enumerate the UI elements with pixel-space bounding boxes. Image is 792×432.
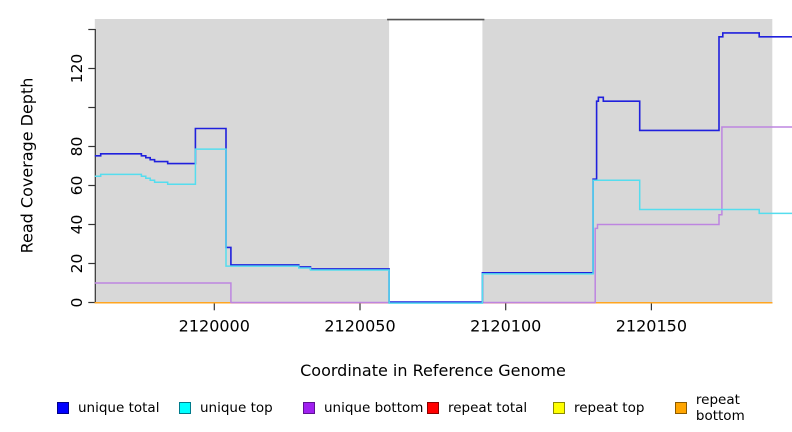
x-tick-label: 2120000 xyxy=(179,317,250,336)
x-axis: 2120000 2120050 2120100 2120150 xyxy=(179,303,687,336)
legend-label: unique top xyxy=(200,400,273,416)
y-tick-label: 40 xyxy=(68,215,86,235)
y-axis-title: Read Coverage Depth xyxy=(17,77,37,254)
x-tick-label: 2120150 xyxy=(616,317,687,336)
x-tick-label: 2120050 xyxy=(324,317,395,336)
series-unique-bottom xyxy=(94,126,792,304)
y-tick-label: 60 xyxy=(68,176,86,196)
y-tick-label: 20 xyxy=(68,254,86,274)
legend-item-repeat-total: repeat total xyxy=(427,399,527,417)
legend-label: unique total xyxy=(78,400,160,416)
legend-label: repeat total xyxy=(448,400,528,416)
unique-total-swatch-icon xyxy=(57,402,69,414)
repeat-top-swatch-icon xyxy=(553,402,565,414)
repeat-total-swatch-icon xyxy=(427,402,439,414)
legend-item-repeat-top: repeat top xyxy=(553,399,644,417)
unique-bottom-swatch-icon xyxy=(303,402,315,414)
y-tick-label: 80 xyxy=(68,137,86,157)
x-axis-title: Coordinate in Reference Genome xyxy=(300,361,566,380)
legend: unique total unique top unique bottom re… xyxy=(0,392,792,424)
legend-item-unique-total: unique total xyxy=(57,399,159,417)
x-tick-label: 2120100 xyxy=(470,317,541,336)
y-tick-label: 120 xyxy=(68,54,86,84)
legend-label: repeat bottom xyxy=(695,392,745,424)
y-tick-label: 0 xyxy=(68,298,86,308)
y-axis: 0 20 40 60 80 120 xyxy=(68,28,96,308)
series-unique-top xyxy=(94,148,792,304)
legend-label: repeat top xyxy=(574,400,645,416)
unique-top-swatch-icon xyxy=(179,402,191,414)
legend-label: unique bottom xyxy=(324,400,424,416)
legend-item-unique-bottom: unique bottom xyxy=(303,399,423,417)
amplicon-regions xyxy=(94,19,773,304)
legend-item-unique-top: unique top xyxy=(179,399,273,417)
repeat-bottom-swatch-icon xyxy=(675,402,687,414)
legend-item-repeat-bottom: repeat bottom xyxy=(675,392,792,424)
